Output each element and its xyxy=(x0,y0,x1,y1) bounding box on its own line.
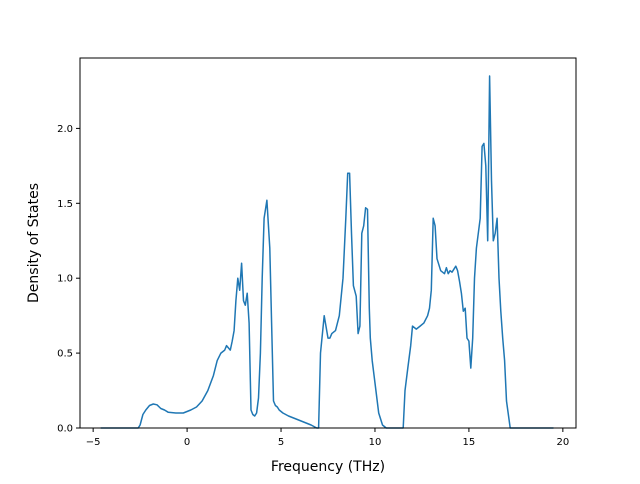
dos-series-line xyxy=(100,75,554,429)
x-axis-label: Frequency (THz) xyxy=(271,459,385,475)
y-tick-label: 1.0 xyxy=(57,274,73,285)
y-tick-label: 1.5 xyxy=(57,199,73,210)
x-tick-label: 0 xyxy=(184,437,190,448)
plot-frame xyxy=(79,57,577,429)
x-tick-label: 10 xyxy=(369,437,382,448)
series-layer xyxy=(100,75,554,429)
x-axis-ticks: −5 0 5 10 15 20 xyxy=(86,428,569,448)
y-tick-label: 0.5 xyxy=(57,349,73,360)
y-axis-ticks: 0.0 0.5 1.0 1.5 2.0 xyxy=(57,124,80,435)
x-tick-label: 15 xyxy=(463,437,476,448)
y-tick-label: 2.0 xyxy=(57,124,73,135)
y-axis-label: Density of States xyxy=(26,183,42,303)
x-tick-label: 5 xyxy=(278,437,284,448)
x-tick-label: 20 xyxy=(556,437,569,448)
x-tick-label: −5 xyxy=(86,437,101,448)
plot-background xyxy=(80,58,576,428)
y-tick-label: 0.0 xyxy=(57,424,73,435)
